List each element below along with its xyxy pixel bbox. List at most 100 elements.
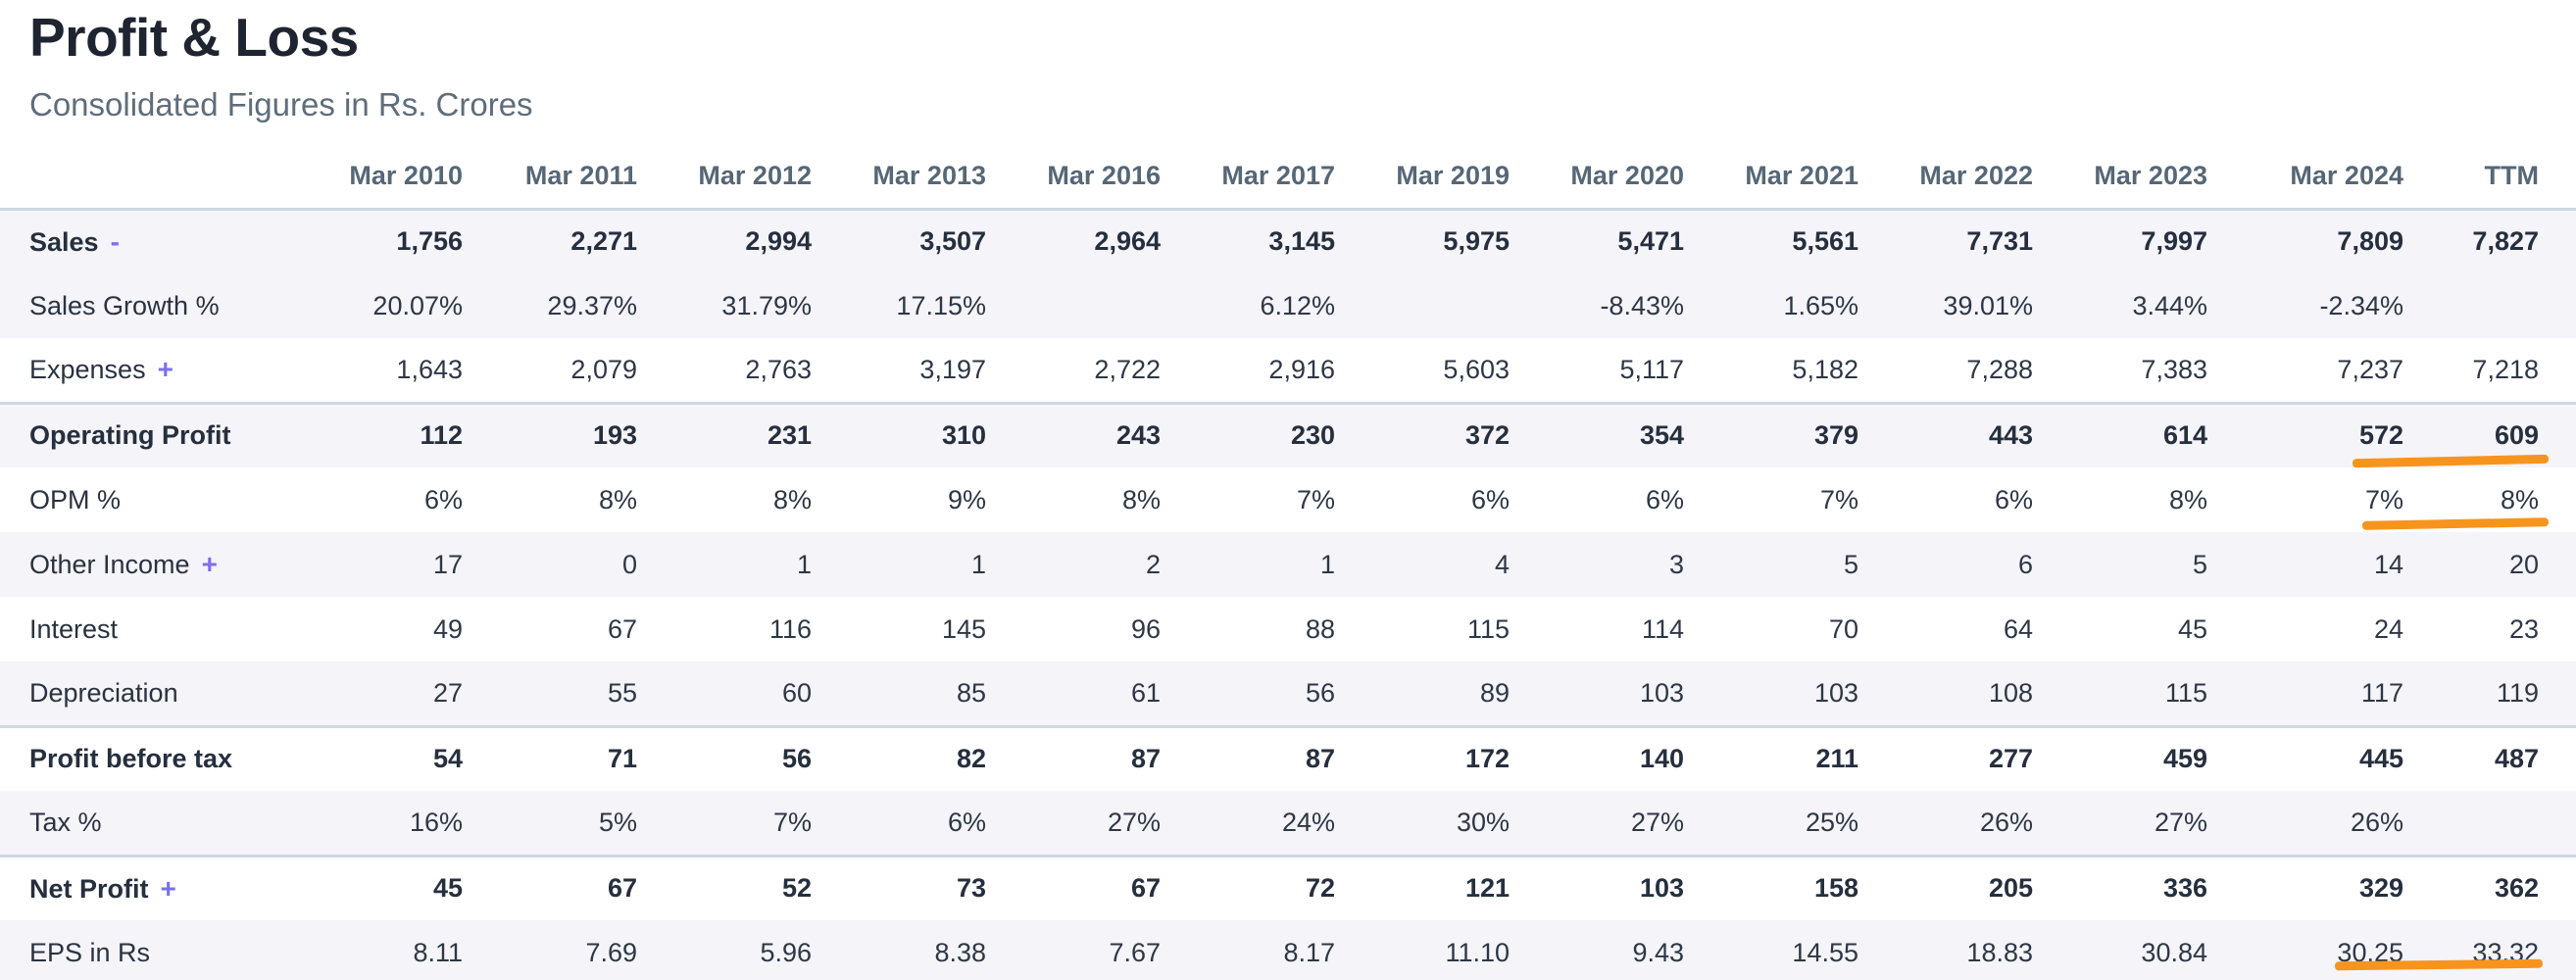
cell-profit-before-tax-mar-2021: 211: [1700, 724, 1874, 791]
cell-expenses-mar-2019: 5,603: [1443, 354, 1510, 384]
cell-operating-profit-mar-2020: 354: [1525, 401, 1700, 467]
column-header-mar-2020: Mar 2020: [1525, 155, 1700, 211]
table-row-profit-before-tax: Profit before tax 54 71 56 82 87 87 172 140 211 27…: [0, 724, 2576, 791]
expand-toggle-icon[interactable]: +: [157, 354, 173, 385]
table-row-net-profit: Net Profit +45 67 52 73 67 72 121 103 158 205 336 32…: [0, 854, 2576, 920]
cell-eps-in-rs-mar-2020: 9.43: [1525, 920, 1700, 980]
cell-expenses-mar-2020: 5,117: [1619, 354, 1684, 384]
cell-net-profit-mar-2021: 158: [1700, 854, 1874, 920]
cell-eps-in-rs-mar-2013: 8.38: [827, 920, 1002, 980]
row-label-text: Sales: [29, 226, 99, 257]
cell-tax-mar-2023: 27%: [2049, 791, 2223, 856]
cell-net-profit-mar-2020: 103: [1525, 854, 1700, 920]
page-title: Profit & Loss: [29, 7, 359, 68]
cell-interest-mar-2017: 88: [1305, 613, 1335, 644]
cell-other-income-mar-2021: 5: [1700, 532, 1874, 597]
table-row-interest: Interest 49 67 116 145 96 88 115 114 70 64 45 24 23: [0, 597, 2576, 662]
cell-eps-in-rs-mar-2012: 5.96: [653, 920, 827, 980]
row-label-sales[interactable]: Sales -: [0, 209, 304, 273]
cell-depreciation-mar-2024: 117: [2223, 662, 2419, 726]
cell-sales-growth-mar-2021: 1.65%: [1700, 273, 1874, 338]
cell-operating-profit-mar-2017: 230: [1176, 401, 1351, 467]
cell-profit-before-tax-mar-2023: 459: [2049, 724, 2223, 791]
corner-cell: [0, 155, 304, 211]
cell-sales-growth-mar-2019: [1351, 273, 1525, 338]
row-label-net-profit[interactable]: Net Profit +: [0, 854, 304, 920]
cell-sales-growth-mar-2023: 3.44%: [2049, 273, 2223, 338]
cell-sales-ttm: 7,827: [2419, 209, 2576, 273]
cell-interest-mar-2016: 96: [1130, 613, 1161, 644]
row-label-expenses[interactable]: Expenses +: [0, 338, 304, 403]
row-label-eps-in-rs: EPS in Rs: [0, 920, 304, 980]
cell-depreciation-mar-2016: 61: [1002, 662, 1176, 726]
cell-operating-profit-mar-2011: 193: [478, 401, 653, 467]
cell-opm-mar-2022: 6%: [1994, 484, 2033, 514]
cell-interest-mar-2012: 116: [768, 613, 812, 644]
table-row-sales-growth: Sales Growth % 20.07% 29.37% 31.79% 17.15% 6.…: [0, 273, 2576, 338]
table-row-sales: Sales -1,756 2,271 2,994 3,507 2,964 3,145 5,97…: [0, 209, 2576, 273]
pnl-table-body: Sales -1,756 2,271 2,994 3,507 2,964 3,145 5,97…: [0, 209, 2576, 980]
cell-net-profit-mar-2011: 67: [478, 854, 653, 920]
row-label-text: Profit before tax: [29, 744, 233, 774]
cell-expenses-ttm: 7,218: [2472, 354, 2539, 384]
cell-operating-profit-mar-2023: 614: [2049, 401, 2223, 467]
cell-operating-profit-mar-2016: 243: [1002, 401, 1176, 467]
table-row-other-income: Other Income +17 0 1 1 2 1 4 3 5 6 5 14 20: [0, 532, 2576, 597]
row-label-tax: Tax %: [0, 791, 304, 856]
row-label-other-income[interactable]: Other Income +: [0, 532, 304, 597]
cell-opm-mar-2012: 8%: [772, 484, 812, 514]
cell-other-income-mar-2024: 14: [2223, 532, 2419, 597]
cell-interest-mar-2011: 67: [607, 613, 637, 644]
cell-depreciation-mar-2023: 115: [2049, 662, 2223, 726]
cell-net-profit-mar-2017: 72: [1176, 854, 1351, 920]
cell-opm-mar-2011: 8%: [598, 484, 637, 514]
cell-interest-mar-2020: 114: [1641, 613, 1684, 644]
expand-toggle-icon[interactable]: +: [201, 549, 218, 579]
cell-net-profit-mar-2024: 329: [2223, 854, 2419, 920]
cell-eps-in-rs-mar-2010: 8.11: [304, 920, 478, 980]
column-header-mar-2024: Mar 2024: [2223, 155, 2419, 211]
cell-net-profit-mar-2019: 121: [1351, 854, 1525, 920]
cell-sales-growth-mar-2022: 39.01%: [1874, 273, 2049, 338]
cell-eps-in-rs-mar-2011: 7.69: [478, 920, 653, 980]
cell-profit-before-tax-mar-2012: 56: [653, 724, 827, 791]
cell-expenses-mar-2010: 1,643: [396, 354, 463, 384]
cell-depreciation-mar-2022: 108: [1874, 662, 2049, 726]
page-subtitle: Consolidated Figures in Rs. Crores: [29, 86, 533, 122]
row-label-depreciation: Depreciation: [0, 662, 304, 726]
cell-interest-mar-2019: 115: [1466, 613, 1510, 644]
cell-opm-mar-2016: 8%: [1121, 484, 1161, 514]
cell-sales-growth-mar-2020: -8.43%: [1525, 273, 1700, 338]
column-header-ttm: TTM: [2419, 155, 2576, 211]
cell-operating-profit-mar-2024: 572: [2223, 401, 2419, 467]
cell-expenses-mar-2012: 2,763: [745, 354, 812, 384]
column-header-mar-2019: Mar 2019: [1351, 155, 1525, 211]
cell-depreciation-mar-2010: 27: [304, 662, 478, 726]
table-row-operating-profit: Operating Profit 112 193 231 310 243 230 372 354…: [0, 401, 2576, 467]
cell-other-income-mar-2012: 1: [653, 532, 827, 597]
cell-interest-mar-2021: 70: [1828, 613, 1858, 644]
cell-sales-growth-mar-2016: [1002, 273, 1176, 338]
cell-interest-mar-2023: 45: [2177, 613, 2207, 644]
cell-eps-in-rs-mar-2016: 7.67: [1002, 920, 1176, 980]
row-label-text: Expenses: [29, 355, 146, 385]
cell-tax-mar-2010: 16%: [304, 791, 478, 856]
expand-toggle-icon[interactable]: +: [160, 872, 176, 904]
cell-other-income-mar-2019: 4: [1351, 532, 1525, 597]
cell-expenses-mar-2011: 2,079: [570, 354, 637, 384]
collapse-toggle-icon[interactable]: -: [110, 225, 120, 257]
cell-eps-in-rs-mar-2022: 18.83: [1874, 920, 2049, 980]
cell-expenses-mar-2017: 2,916: [1268, 354, 1335, 384]
cell-opm-ttm: 8%: [2500, 484, 2539, 514]
cell-profit-before-tax-mar-2017: 87: [1176, 724, 1351, 791]
cell-depreciation-mar-2021: 103: [1700, 662, 1874, 726]
cell-sales-mar-2023: 7,997: [2049, 209, 2223, 273]
cell-tax-mar-2020: 27%: [1525, 791, 1700, 856]
row-label-text: Interest: [29, 613, 119, 644]
cell-expenses-mar-2016: 2,722: [1094, 354, 1161, 384]
cell-operating-profit-mar-2010: 112: [304, 401, 478, 467]
cell-tax-mar-2013: 6%: [827, 791, 1002, 856]
cell-other-income-mar-2011: 0: [478, 532, 653, 597]
cell-operating-profit-mar-2019: 372: [1351, 401, 1525, 467]
cell-operating-profit-mar-2013: 310: [827, 401, 1002, 467]
